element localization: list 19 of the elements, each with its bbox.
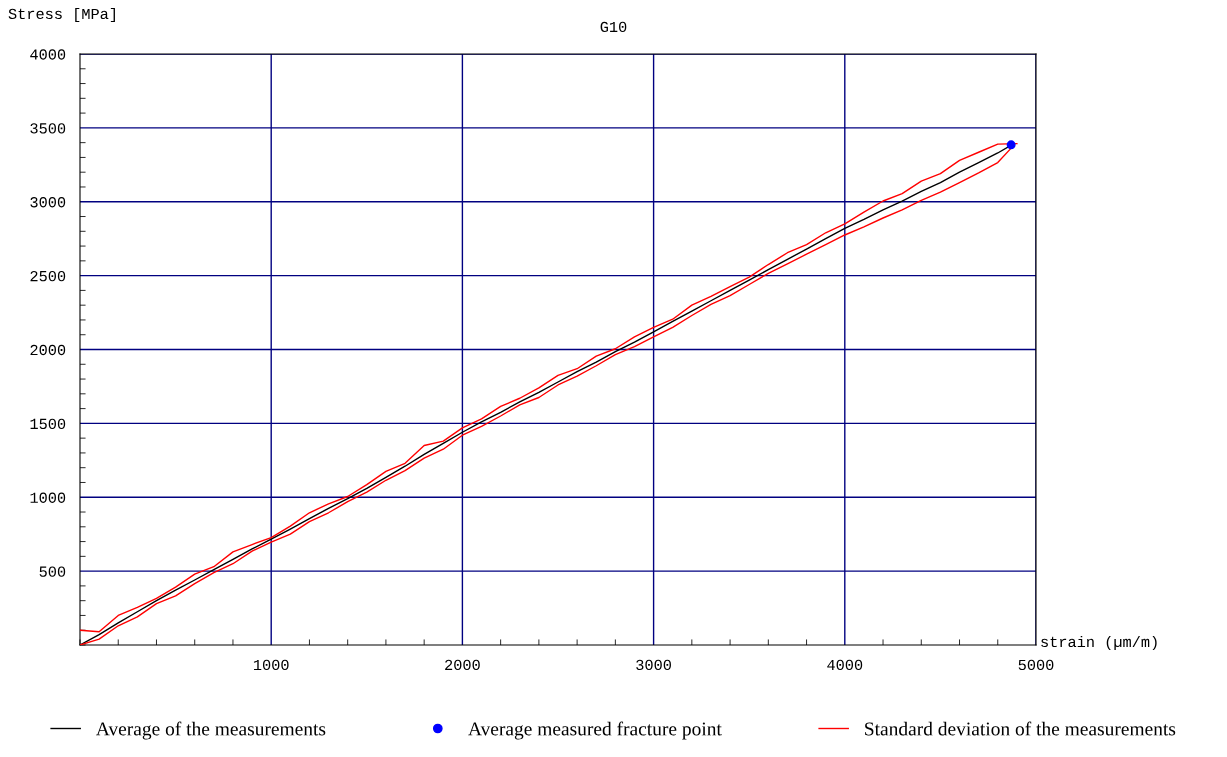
chart-title: G10 [600, 21, 627, 33]
y-tick-label: 1500 [30, 418, 66, 430]
y-tick-label: 1000 [30, 492, 66, 503]
x-tick-label: 1000 [253, 659, 289, 671]
y-tick-label: 3000 [30, 197, 66, 208]
y-tick-label: 3500 [30, 123, 66, 134]
y-tick-label: 2500 [30, 270, 66, 282]
y-tick-label: 4000 [30, 49, 66, 60]
x-tick-label: 5000 [1018, 659, 1054, 671]
y-tick-label: 2000 [30, 344, 66, 356]
y-axis-title: Stress [MPa] [8, 7, 115, 23]
x-tick-label: 3000 [636, 659, 671, 671]
legend-label: Average measured fracture point [468, 721, 722, 740]
legend-label: Average of the measurements [96, 721, 326, 740]
legend-label: Standard deviation of the measurements [865, 721, 1176, 736]
x-axis-title: strain (µm/m) [1041, 635, 1157, 651]
x-tick-label: 4000 [827, 659, 863, 671]
x-tick-label: 2000 [445, 659, 480, 671]
y-tick-label: 500 [39, 566, 66, 577]
